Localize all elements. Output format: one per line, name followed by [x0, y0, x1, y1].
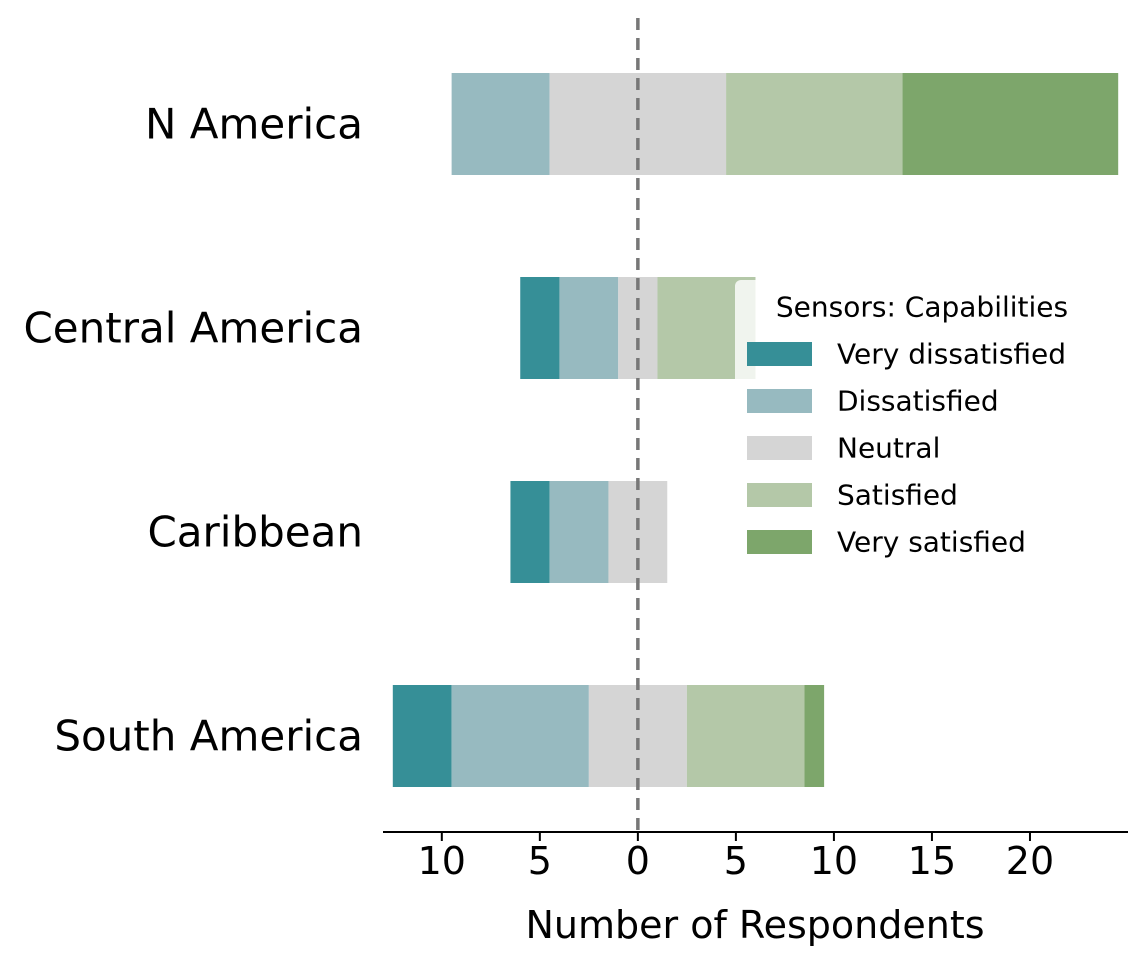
legend-entry-label: Neutral	[837, 432, 940, 465]
legend-box	[735, 280, 1135, 570]
category-label: South America	[54, 712, 363, 761]
bar-segment	[902, 73, 1119, 175]
x-tick-label: 15	[908, 839, 956, 883]
bar-segment	[686, 685, 805, 787]
legend-entry-label: Very satisfied	[837, 526, 1026, 559]
category-label: Caribbean	[147, 508, 363, 557]
category-label: N America	[145, 100, 363, 149]
legend-swatch	[747, 389, 812, 413]
bar-segment	[451, 73, 550, 175]
legend-swatch	[747, 530, 812, 554]
legend-swatch	[747, 436, 812, 460]
x-tick-label: 10	[810, 839, 858, 883]
legend-title: Sensors: Capabilities	[776, 291, 1068, 324]
bar-segment	[510, 481, 550, 583]
category-label: Central America	[23, 304, 363, 353]
bar-segment	[392, 685, 452, 787]
x-tick-label: 5	[528, 839, 552, 883]
x-tick-label: 5	[724, 839, 748, 883]
bar-segment	[804, 685, 825, 787]
legend-swatch	[747, 342, 812, 366]
x-tick-label: 10	[418, 839, 466, 883]
legend-entry-label: Satisfied	[837, 479, 958, 512]
legend-swatch	[747, 483, 812, 507]
bar-segment	[520, 277, 560, 379]
bar-segment	[726, 73, 903, 175]
bar-segment	[549, 481, 609, 583]
legend-entry-label: Very dissatisfied	[837, 338, 1066, 371]
bar-segment	[559, 277, 619, 379]
x-axis-title: Number of Respondents	[525, 903, 984, 947]
legend-entry-label: Dissatisfied	[837, 385, 999, 418]
bar-segment	[451, 685, 589, 787]
x-tick-label: 0	[626, 839, 650, 883]
x-tick-label: 20	[1006, 839, 1054, 883]
